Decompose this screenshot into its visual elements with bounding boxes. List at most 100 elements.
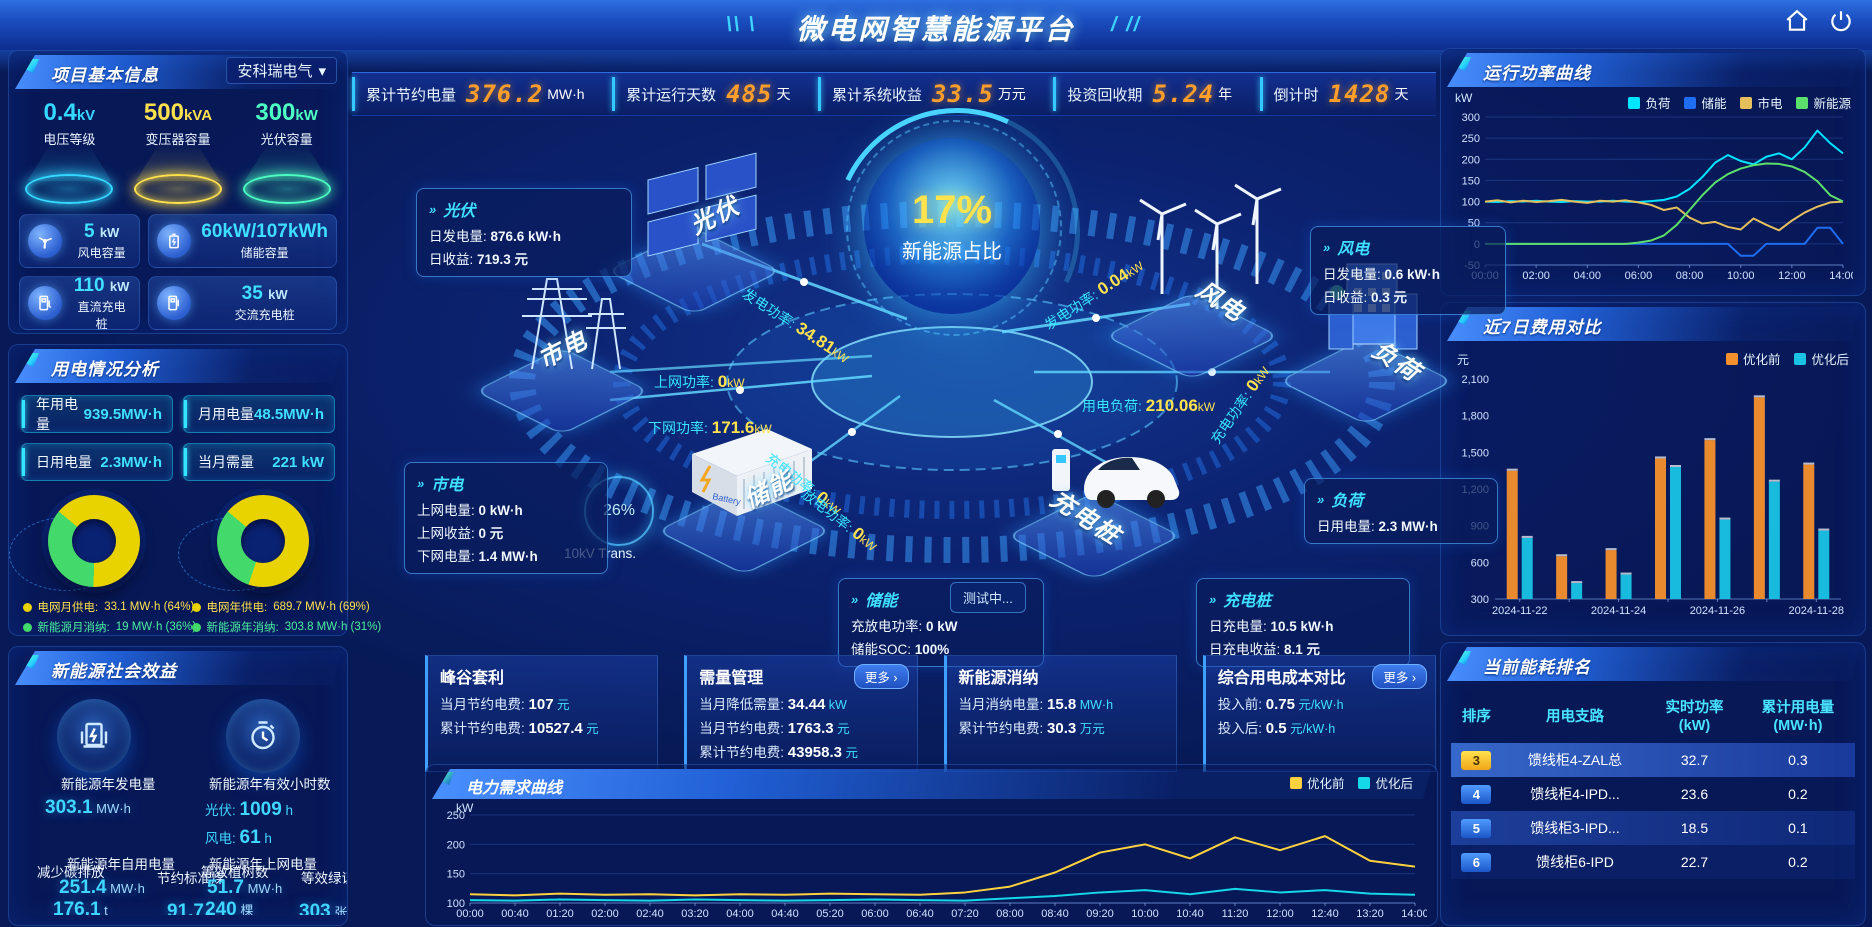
panel-title: 新能源社会效益 xyxy=(51,662,177,681)
legend-value: 689.7 MW·h (69%) xyxy=(273,601,370,613)
social-stat-value: 240 棵 xyxy=(205,899,254,915)
social-stat-label: 等效绿证数 xyxy=(301,871,347,886)
benefit-card-title: 需量管理 xyxy=(699,670,764,687)
svg-text:1,800: 1,800 xyxy=(1461,411,1489,423)
svg-text:2,100: 2,100 xyxy=(1461,374,1489,386)
arrow-icon: » xyxy=(417,475,425,491)
kpi-unit: 年 xyxy=(1218,86,1233,102)
rank-badge: 4 xyxy=(1461,784,1492,804)
card-row: 日用电量: 2.3 MW·h xyxy=(1317,515,1485,535)
card-row-value: 0.3 元 xyxy=(1371,290,1408,305)
more-button[interactable]: 更多 › xyxy=(1372,664,1427,689)
card-row-label: 储能SOC: xyxy=(851,642,915,657)
svg-text:100: 100 xyxy=(1462,197,1480,209)
card-row-label: 日收益: xyxy=(1323,290,1372,305)
svg-text:2024-11-26: 2024-11-26 xyxy=(1690,605,1745,617)
solar-panels-icon xyxy=(647,152,757,257)
capacity-pedestal: 300kW 光伏容量 xyxy=(235,99,339,204)
svg-text:11:20: 11:20 xyxy=(1222,908,1249,920)
svg-text:2024-11-24: 2024-11-24 xyxy=(1591,605,1646,617)
legend-value: 19 MW·h (36%) xyxy=(115,621,197,633)
monthly-donut xyxy=(47,495,140,587)
svg-text:10:00: 10:00 xyxy=(1727,270,1755,282)
pedestal-unit: kW xyxy=(295,107,318,124)
social-stat-label: 减少碳排放 xyxy=(37,865,105,880)
company-selector[interactable]: 安科瑞电气 ▾ xyxy=(226,57,337,84)
svg-text:06:00: 06:00 xyxy=(861,908,889,920)
wind-info-card: » 风电 日发电量: 0.6 kW·h 日收益: 0.3 元 xyxy=(1310,226,1506,315)
table-row[interactable]: 3 馈线柜4-ZAL总 32.7 0.3 xyxy=(1451,743,1855,778)
arrow-icon: » xyxy=(851,591,859,607)
card-row-value: 876.6 kW·h xyxy=(490,229,562,244)
usage-value: 48.5MW·h xyxy=(253,405,324,423)
svg-text:05:20: 05:20 xyxy=(816,908,844,920)
social-stat-value: 303.1 MW·h xyxy=(45,797,131,818)
legend-item: 优化前 xyxy=(1725,349,1780,368)
flow-label-charger-charge: 充电功率: 0kW xyxy=(1207,364,1273,447)
social-stat-label: 新能源年上网电量 xyxy=(209,857,317,872)
legend-label: 电网年供电: xyxy=(206,602,268,614)
charger-info-card: » 充电桩 日充电量: 10.5 kW·h 日充电收益: 8.1 元 xyxy=(1196,578,1410,667)
kpi-stat: 倒计时 1428 天 xyxy=(1259,73,1436,115)
usage-label: 月用电量 xyxy=(198,406,254,422)
y-axis-unit: 元 xyxy=(1457,353,1470,367)
card-row: 充放电功率: 0 kW xyxy=(851,615,1031,635)
capacity-box: 60kW/107kWh 储能容量 xyxy=(148,214,337,268)
kpi-label: 累计系统收益 xyxy=(832,86,923,104)
card-row-value: 719.3 元 xyxy=(477,252,529,267)
table-row[interactable]: 6 馈线柜6-IPD 22.7 0.2 xyxy=(1451,845,1855,880)
svg-text:150: 150 xyxy=(447,869,465,881)
benefit-card: 综合用电成本对比 更多 › 投入前: 0.75 元/kW·h 投入后: 0.5 元/k… xyxy=(1202,655,1436,772)
svg-text:08:00: 08:00 xyxy=(996,908,1024,920)
card-row-value: 0 元 xyxy=(478,526,504,541)
capacity-label: 直流充电桩 xyxy=(77,299,126,331)
social-stat-value: 91.7 t xyxy=(167,901,212,915)
energy-cell: 0.2 xyxy=(1788,854,1808,871)
svg-text:100: 100 xyxy=(447,898,465,910)
arrow-icon: » xyxy=(1323,239,1331,255)
capacity-value: 110 xyxy=(73,274,105,296)
legend-item: 优化后 xyxy=(1358,773,1413,792)
benefit-card-row: 累计节约电费: 30.3 万元 xyxy=(958,720,1105,737)
table-row[interactable]: 4 馈线柜4-IPD... 23.6 0.2 xyxy=(1451,777,1855,811)
home-icon[interactable] xyxy=(1784,8,1810,34)
legend-label: 电网月供电: xyxy=(37,602,99,614)
capacity-box: 110 kW 直流充电桩 xyxy=(19,274,141,331)
card-row-label: 日发电量: xyxy=(429,229,491,244)
social-stat-pair: 风电: 61 h xyxy=(205,827,272,848)
grid-pylon-icon xyxy=(522,278,626,370)
social-stat-label: 新能源年有效小时数 xyxy=(209,777,331,792)
page-title: 微电网智慧能源平台 xyxy=(796,14,1076,45)
app-header: \\ \ 微电网智慧能源平台 / // xyxy=(0,0,1872,52)
usage-stat-box: 年用电量 939.5MW·h xyxy=(21,395,173,433)
benefit-card-title: 综合用电成本对比 xyxy=(1217,670,1346,687)
ranking-header: 累计用电量 (MW·h) xyxy=(1761,700,1835,735)
legend-value: 33.1 MW·h (64%) xyxy=(104,601,195,613)
kpi-stats-bar: 累计节约电量 376.2 MW·h 累计运行天数 485 天累计系统收益 33.5 万元 投资回… xyxy=(352,72,1436,116)
card-row-value: 8.1 元 xyxy=(1284,642,1321,657)
pedestal-label: 光伏容量 xyxy=(260,132,313,147)
power-line-chart: -5005010015020025030000:0002:0004:0006:0… xyxy=(1462,112,1853,282)
power-icon[interactable] xyxy=(1828,8,1854,34)
renewable-share-label: 新能源占比 xyxy=(902,241,1002,263)
pedestal-label: 电压等级 xyxy=(43,132,96,147)
card-row-value: 100% xyxy=(914,642,950,657)
panel-title: 项目基本信息 xyxy=(51,66,159,85)
legend-item: 优化前 xyxy=(1289,773,1344,792)
capacity-unit: kW xyxy=(109,278,130,294)
hours-clock-icon xyxy=(225,699,300,773)
more-button[interactable]: 更多 › xyxy=(853,664,909,689)
svg-text:08:40: 08:40 xyxy=(1041,908,1069,920)
svg-text:08:00: 08:00 xyxy=(1676,270,1704,282)
table-row[interactable]: 5 馈线柜3-IPD... 18.5 0.1 xyxy=(1451,811,1855,846)
svg-text:600: 600 xyxy=(1471,557,1489,569)
social-stat-value: 176.1 t xyxy=(53,899,108,915)
card-row: 日收益: 0.3 元 xyxy=(1323,286,1493,306)
usage-value: 2.3MW·h xyxy=(100,453,162,471)
kpi-label: 累计节约电量 xyxy=(366,86,457,104)
svg-text:150: 150 xyxy=(1462,175,1480,187)
benefit-card: 峰谷套利 当月节约电费: 107 元累计节约电费: 10527.4 元 xyxy=(425,655,659,772)
kpi-label: 倒计时 xyxy=(1273,86,1319,104)
svg-text:300: 300 xyxy=(1471,594,1489,606)
flow-label-grid-up: 上网功率: 0kW xyxy=(654,372,745,391)
